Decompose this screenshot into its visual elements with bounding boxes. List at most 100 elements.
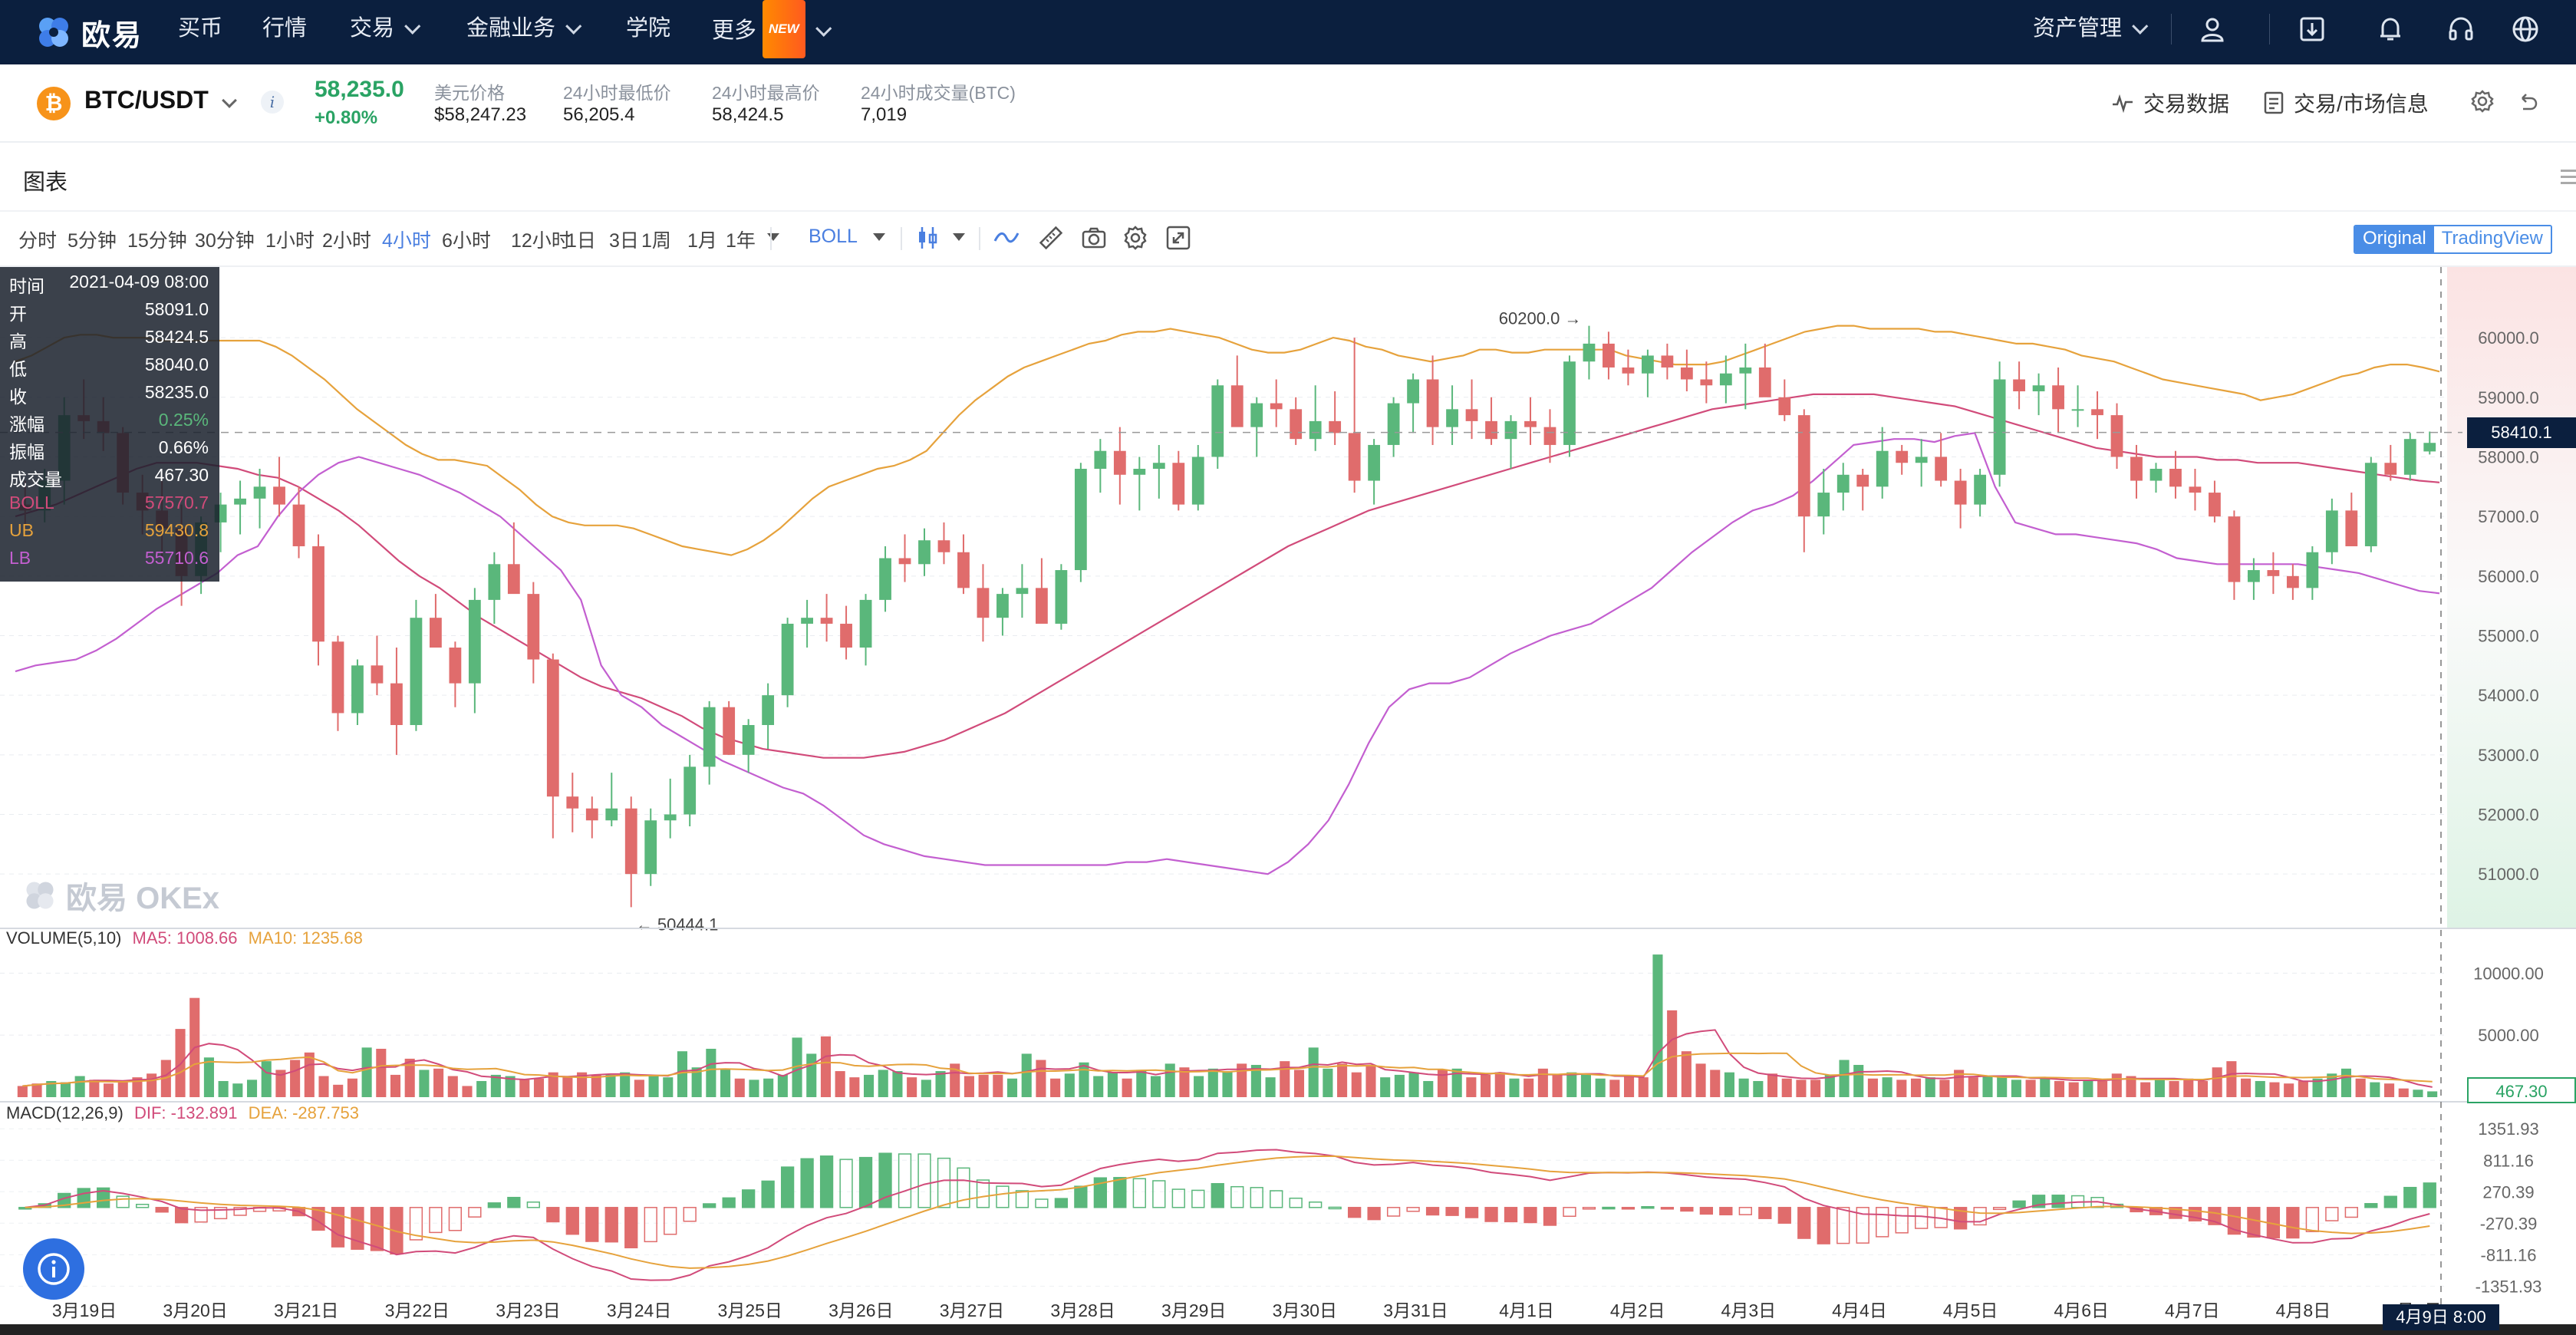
timeframe-option[interactable]: 分时 <box>18 230 58 252</box>
volume-bar <box>46 1080 57 1097</box>
volume-bar <box>462 1086 473 1097</box>
nav-markets[interactable]: 行情 <box>262 16 308 41</box>
volume-bar <box>1021 1053 1032 1097</box>
volume-bar <box>1164 1063 1175 1097</box>
nav-asset-management[interactable]: 资产管理 <box>2033 0 2149 64</box>
panel-menu-icon[interactable] <box>2561 167 2576 186</box>
boll-upper-band <box>15 325 2440 556</box>
timeframe-option[interactable]: 4小时 <box>382 230 431 252</box>
volume-bar <box>677 1051 688 1097</box>
nav-finance-label: 金融业务 <box>466 16 556 41</box>
caret-down-icon[interactable] <box>873 233 885 241</box>
macd-histogram-bar <box>976 1179 990 1208</box>
volume-24h-value: 7,019 <box>861 104 908 125</box>
timeframe-option[interactable]: 6小时 <box>442 230 491 252</box>
headset-icon[interactable] <box>2443 11 2479 48</box>
candle-body <box>742 724 755 755</box>
chart-settings-icon[interactable] <box>1122 224 1149 252</box>
timeframe-option[interactable]: 15分钟 <box>127 230 187 252</box>
price-tick-label: 51000.0 <box>2478 865 2539 884</box>
chevron-down-icon <box>815 20 832 37</box>
macd-histogram-bar <box>917 1153 931 1208</box>
candle-body <box>1915 457 1928 463</box>
timeframe-option[interactable]: 12小时 <box>511 230 571 252</box>
timeframe-option[interactable]: 30分钟 <box>195 230 255 252</box>
volume-bar <box>2427 1091 2438 1097</box>
macd-histogram-bar <box>1425 1207 1440 1216</box>
undo-icon[interactable] <box>2516 91 2538 116</box>
macd-histogram-bar <box>546 1207 560 1223</box>
candle-body <box>624 808 637 875</box>
fullscreen-icon[interactable] <box>1164 224 1192 252</box>
nav-more[interactable]: 更多 NEW <box>712 0 832 64</box>
x-axis-date-label: 3月27日 <box>940 1300 1004 1320</box>
top-navbar: 欧易 买币 行情 交易 金融业务 学院 更多 NEW 资产管理 <box>0 0 2576 64</box>
timeframe-option[interactable]: 5分钟 <box>68 230 117 252</box>
candle-body <box>1896 450 1909 463</box>
line-indicator-icon[interactable] <box>993 224 1020 252</box>
trade-data-link[interactable]: 交易数据 <box>2111 87 2229 118</box>
high-24h-value: 58,424.5 <box>712 104 784 125</box>
macd-histogram-bar <box>487 1202 502 1208</box>
candle-body <box>937 540 950 552</box>
settings-gear-icon[interactable] <box>2470 89 2495 117</box>
volume-bar <box>1423 1080 1434 1097</box>
candle-body <box>2248 570 2260 582</box>
candlestick-type-icon[interactable] <box>914 224 942 252</box>
timeframe-option[interactable]: 2小时 <box>322 230 371 252</box>
caret-down-icon[interactable] <box>767 233 779 241</box>
candle-body <box>644 820 657 875</box>
brand-logo[interactable]: 欧易 <box>34 9 143 55</box>
timeframe-option[interactable]: 1小时 <box>265 230 315 252</box>
volume-bar <box>620 1072 631 1097</box>
globe-icon[interactable] <box>2507 11 2544 48</box>
macd-histogram-bar <box>155 1207 169 1213</box>
nav-academy[interactable]: 学院 <box>626 16 671 41</box>
timeframe-option[interactable]: 3日 <box>609 230 639 252</box>
macd-histogram-bar <box>839 1159 853 1208</box>
candle-body <box>2364 463 2377 546</box>
nav-finance[interactable]: 金融业务 <box>466 0 582 64</box>
drawing-ruler-icon[interactable] <box>1037 224 1065 252</box>
camera-icon[interactable] <box>1080 224 1108 252</box>
macd-histogram-bar <box>1876 1207 1889 1238</box>
user-icon[interactable] <box>2194 11 2231 48</box>
timeframe-option[interactable]: 1年 <box>726 230 756 252</box>
candle-body <box>605 808 618 821</box>
x-axis-date-label: 4月8日 <box>2276 1300 2331 1320</box>
bell-icon[interactable] <box>2372 11 2409 48</box>
macd-histogram-bar <box>1777 1207 1791 1224</box>
timeframe-option[interactable]: 1日 <box>566 230 596 252</box>
nav-trade[interactable]: 交易 <box>350 0 421 64</box>
candle-body <box>898 558 911 565</box>
view-original-button[interactable]: Original <box>2355 226 2434 252</box>
macd-dea-line <box>25 1155 2430 1269</box>
view-tradingview-button[interactable]: TradingView <box>2433 226 2551 252</box>
caret-down-icon[interactable] <box>953 233 965 241</box>
volume-bar <box>333 1084 344 1097</box>
help-info-button[interactable] <box>23 1238 84 1300</box>
nav-buy-crypto[interactable]: 买币 <box>178 16 223 41</box>
okex-logo-icon <box>34 12 74 52</box>
macd-tick-label: -811.16 <box>2481 1245 2537 1264</box>
volume-bar <box>1079 1062 1089 1097</box>
price-chart[interactable]: 60000.0 59000.0 58000.0 57000.0 56000.0 55000… <box>0 267 2576 1335</box>
candle-body <box>879 558 891 600</box>
macd-histogram-bar <box>878 1152 892 1208</box>
macd-histogram-bar <box>664 1207 677 1235</box>
volume-bar <box>74 1076 85 1097</box>
macd-histogram-bar <box>1582 1207 1596 1210</box>
pair-selector[interactable]: BTC/USDT <box>84 86 209 114</box>
volume-bar <box>864 1074 875 1097</box>
macd-histogram-bar <box>585 1207 599 1242</box>
download-icon[interactable] <box>2294 11 2331 48</box>
macd-histogram-bar <box>370 1207 384 1251</box>
market-info-link[interactable]: 交易/市场信息 <box>2263 87 2429 118</box>
boll-middle-band <box>15 393 2440 759</box>
price-change: +0.80% <box>315 107 378 128</box>
info-icon[interactable]: i <box>261 91 284 114</box>
timeframe-option[interactable]: 1月 <box>687 230 717 252</box>
candle-body <box>1603 343 1615 368</box>
indicator-select[interactable]: BOLL <box>809 226 858 247</box>
timeframe-option[interactable]: 1周 <box>641 230 671 252</box>
